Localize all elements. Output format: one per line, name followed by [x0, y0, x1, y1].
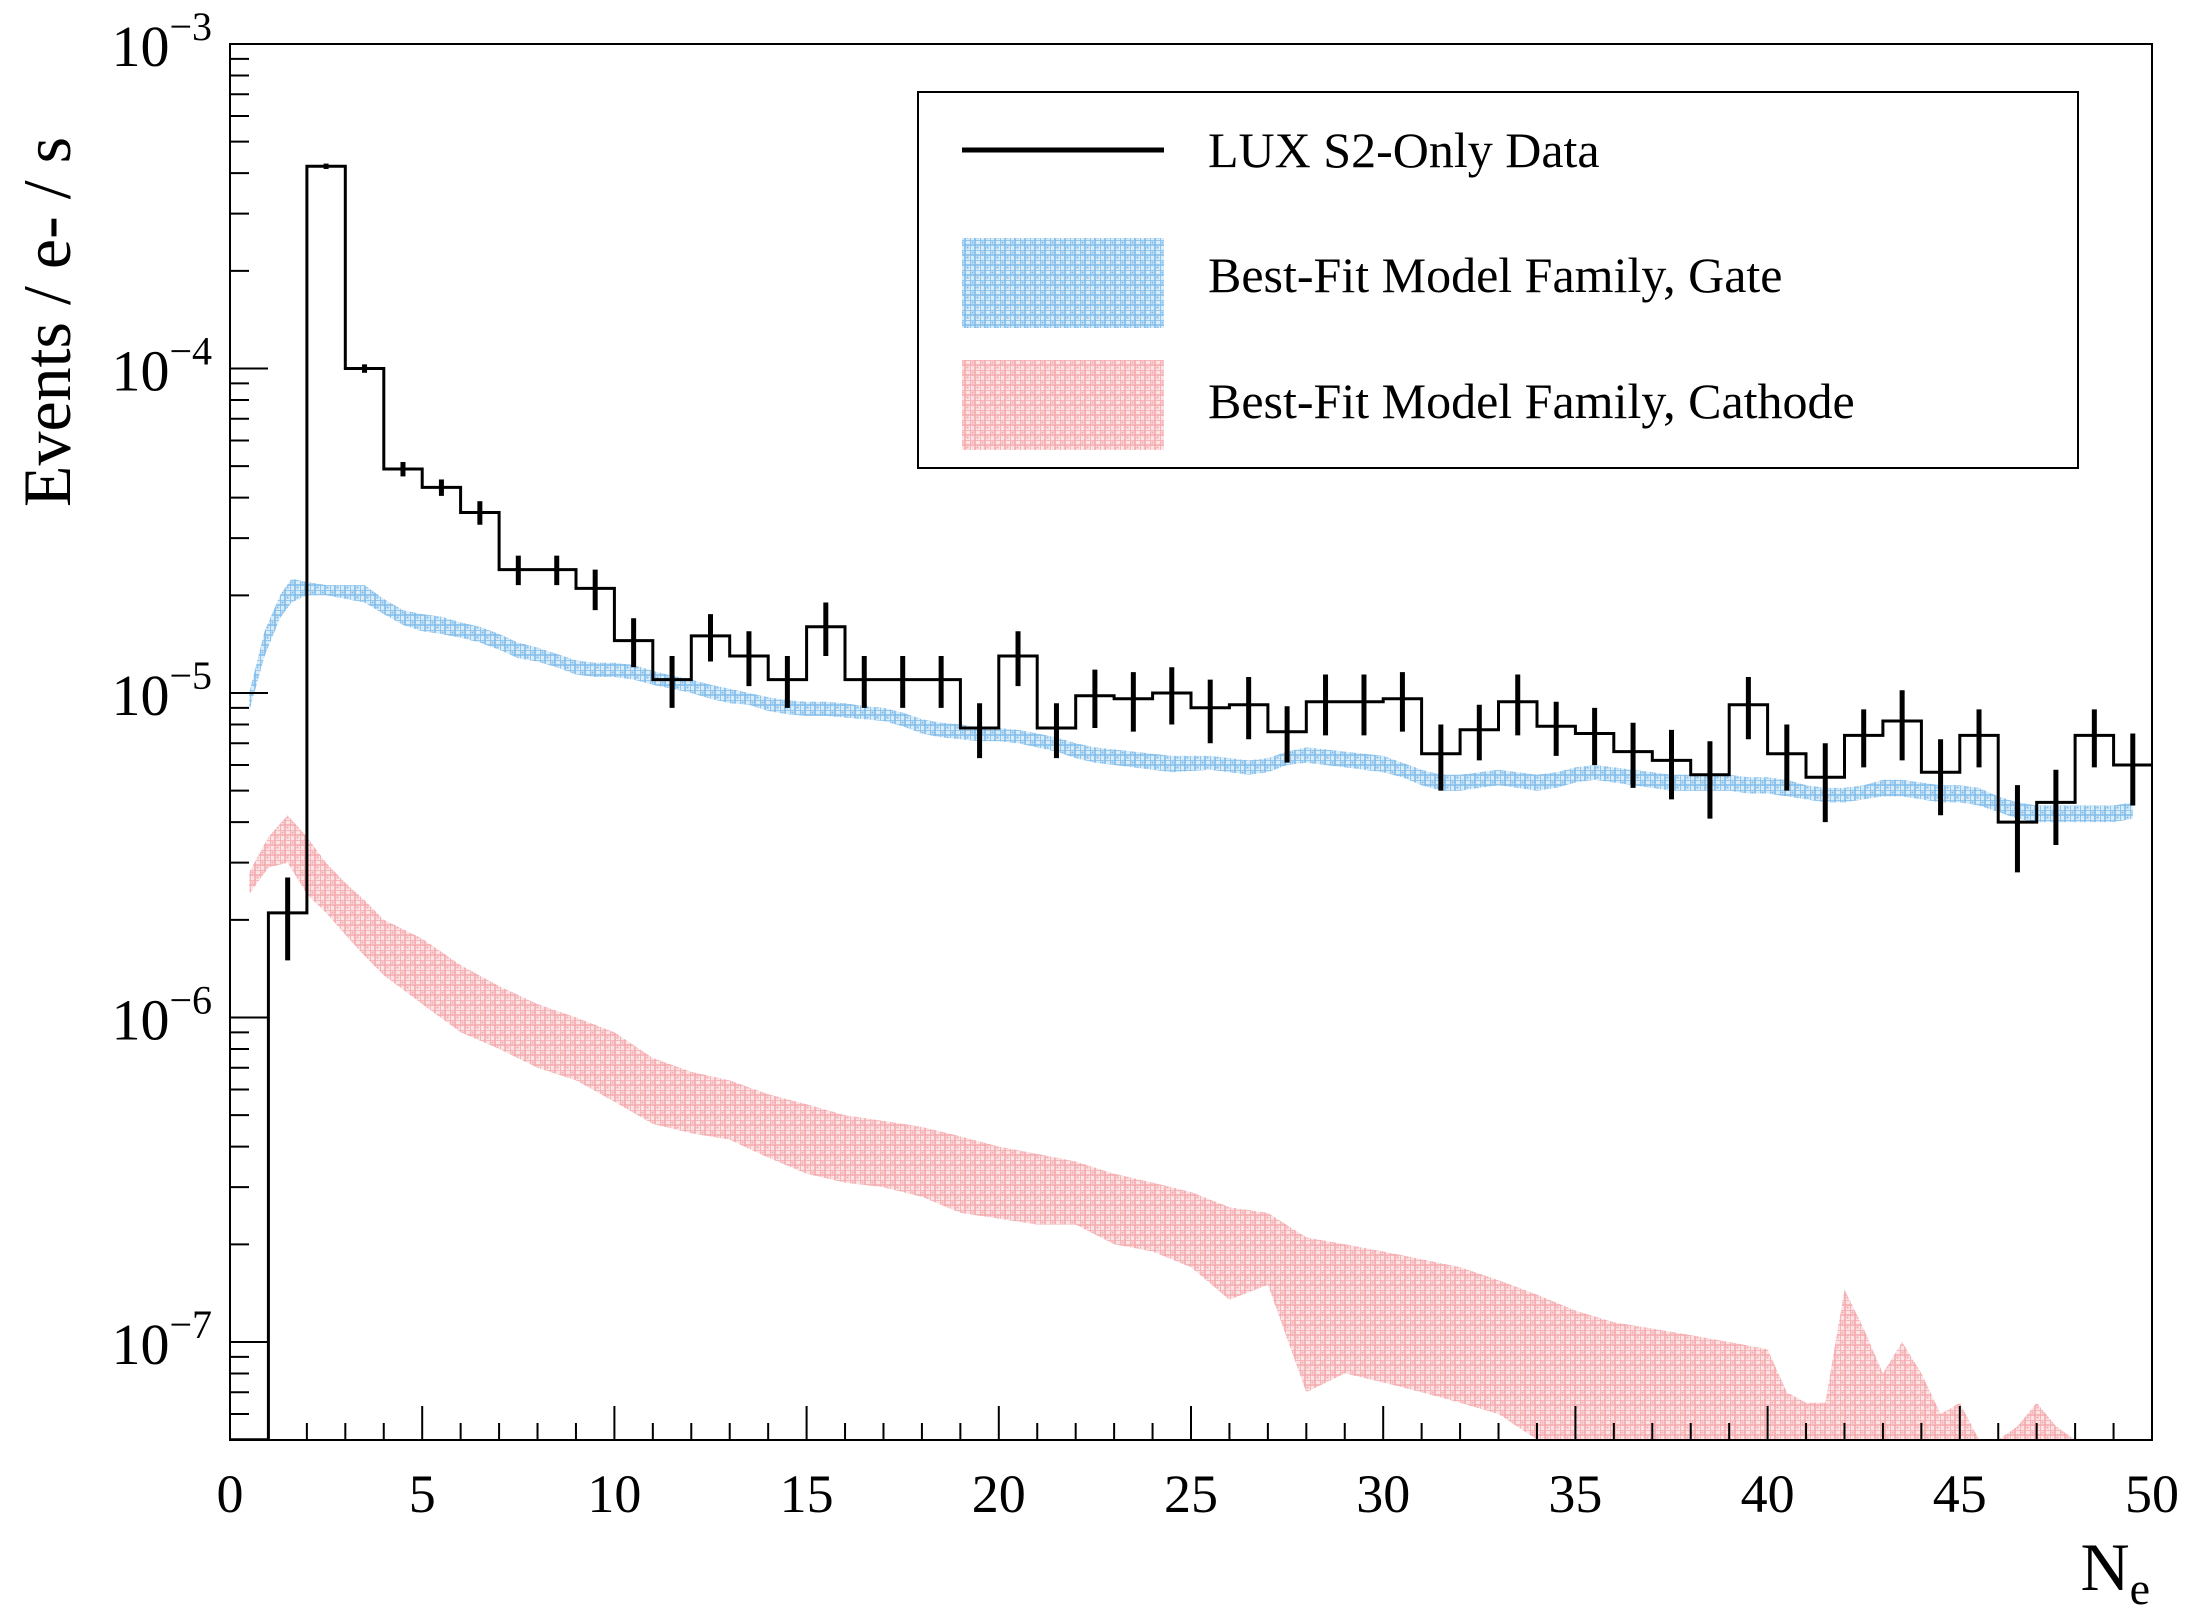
y-tick-label: 10−6	[111, 978, 212, 1053]
x-tick-label: 0	[217, 1464, 244, 1524]
x-tick-label: 45	[1933, 1464, 1987, 1524]
y-tick-label: 10−3	[111, 4, 212, 79]
y-tick-label-exponent: −6	[169, 978, 212, 1023]
legend: LUX S2-Only Data Best-Fit Model Family, …	[917, 91, 2079, 469]
legend-label-cathode: Best-Fit Model Family, Cathode	[1208, 373, 1855, 429]
y-tick-label-base: 10	[111, 14, 169, 79]
y-tick-label-base: 10	[111, 1312, 169, 1377]
legend-swatch-gate	[962, 238, 1164, 328]
y-tick-label-base: 10	[111, 339, 169, 404]
y-tick-label-exponent: −7	[169, 1302, 212, 1347]
y-tick-label: 10−5	[111, 653, 212, 728]
y-tick-label-exponent: −3	[169, 4, 212, 49]
legend-label-gate: Best-Fit Model Family, Gate	[1208, 247, 1783, 303]
x-tick-label: 15	[780, 1464, 834, 1524]
x-tick-label: 10	[587, 1464, 641, 1524]
y-tick-label: 10−7	[111, 1302, 212, 1377]
y-tick-label-base: 10	[111, 663, 169, 728]
y-tick-label-base: 10	[111, 988, 169, 1053]
x-tick-label: 25	[1164, 1464, 1218, 1524]
cathode-model-band	[249, 815, 2076, 1440]
legend-label-data: LUX S2-Only Data	[1208, 122, 1600, 178]
x-axis-title: Ne	[2080, 1529, 2150, 1606]
legend-swatch-cathode	[962, 360, 1164, 450]
data-histogram	[230, 163, 2152, 1440]
x-tick-label: 35	[1548, 1464, 1602, 1524]
model-bands	[249, 578, 2133, 1440]
x-tick-label: 30	[1356, 1464, 1410, 1524]
y-tick-label-exponent: −4	[169, 329, 212, 374]
x-axis-title-subscript: e	[2130, 1563, 2150, 1606]
y-tick-label: 10−4	[111, 329, 212, 404]
x-tick-label: 5	[409, 1464, 436, 1524]
y-axis-title: Events / e- / s	[9, 137, 85, 507]
y-tick-label-exponent: −5	[169, 653, 212, 698]
gate-model-band	[249, 578, 2133, 823]
x-tick-label: 20	[972, 1464, 1026, 1524]
x-tick-label: 50	[2125, 1464, 2179, 1524]
x-axis-title-main: N	[2080, 1529, 2129, 1605]
x-tick-label: 40	[1741, 1464, 1795, 1524]
